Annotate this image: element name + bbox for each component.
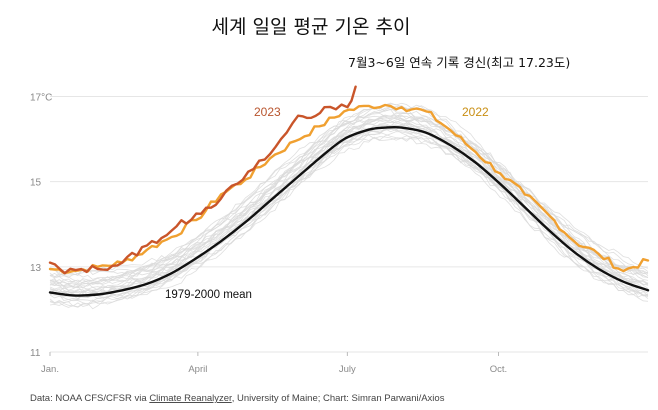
chart-title: 세계 일일 평균 기온 추이 <box>212 16 411 38</box>
y-tick-label: 11 <box>30 348 41 359</box>
historical-year-line <box>49 102 649 277</box>
series-line-2023 <box>48 85 357 275</box>
source-prefix: Data: NOAA CFS/CFSR via <box>30 393 149 404</box>
series-label-2023: 2023 <box>254 105 281 119</box>
historical-year-line <box>49 125 648 305</box>
x-tick-label: Jan. <box>41 364 59 375</box>
series-label-2022: 2022 <box>462 105 489 119</box>
x-tick-label: Oct. <box>490 364 507 375</box>
historical-year-line <box>49 112 649 289</box>
historical-year-line <box>49 112 649 284</box>
source-suffix: , University of Maine; Chart: Simran Par… <box>232 393 445 404</box>
historical-year-line <box>49 105 649 277</box>
y-axis-ticks: 17°C 15 13 11 <box>30 93 52 359</box>
record-annotation: 7월3~6일 연속 기록 경신(최고 17.23도) <box>348 55 570 70</box>
historical-year-line <box>49 127 649 301</box>
x-axis-ticks: Jan. April July Oct. <box>41 352 507 375</box>
historical-year-line <box>49 136 649 307</box>
x-tick-label: April <box>188 364 207 375</box>
y-tick-label: 13 <box>30 263 42 274</box>
series-label-1979-2000-mean: 1979-2000 mean <box>165 289 252 301</box>
y-tick-label: 17°C <box>30 93 52 104</box>
historical-years-lines <box>49 102 649 310</box>
historical-year-line <box>49 117 649 290</box>
y-tick-label: 15 <box>30 178 42 189</box>
series-line-2022 <box>48 103 650 275</box>
historical-year-line <box>49 106 649 285</box>
series-line-1979-2000-mean <box>48 125 650 297</box>
historical-year-line <box>49 130 649 310</box>
historical-year-line <box>49 107 649 285</box>
x-tick-label: July <box>339 364 356 375</box>
source-link[interactable]: Climate Reanalyzer <box>149 393 232 404</box>
historical-year-line <box>49 131 649 304</box>
source-note: Data: NOAA CFS/CFSR via Climate Reanalyz… <box>30 393 445 404</box>
historical-year-line <box>49 117 649 294</box>
historical-year-line <box>49 112 649 286</box>
series-lines <box>48 85 650 297</box>
historical-year-line <box>49 117 649 288</box>
series-labels: 2023 2022 1979-2000 mean <box>165 105 489 301</box>
